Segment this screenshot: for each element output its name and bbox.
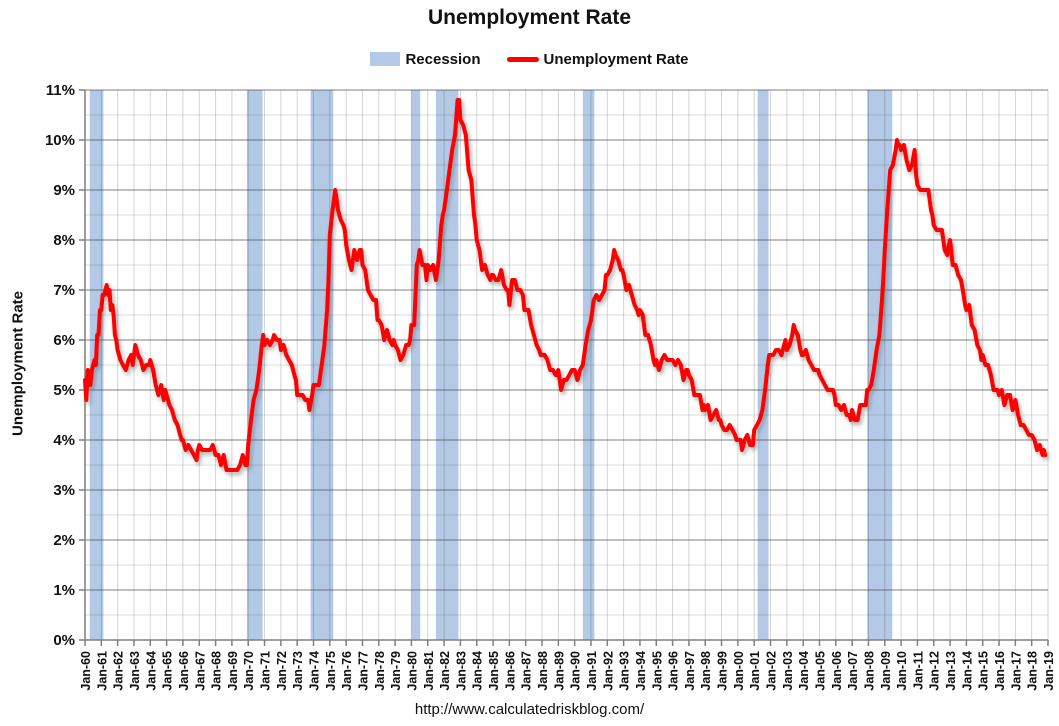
- y-tick-label: 9%: [53, 182, 75, 199]
- x-tick-label: Jan-17: [1009, 651, 1023, 691]
- x-tick-label: Jan-02: [765, 651, 779, 691]
- x-tick-label: Jan-04: [797, 651, 811, 691]
- x-tick-label: Jan-03: [781, 651, 795, 691]
- recession-band: [246, 90, 263, 640]
- source-url: http://www.calculatedriskblog.com/: [414, 701, 645, 718]
- x-tick-label: Jan-11: [911, 651, 925, 690]
- recession-band: [411, 90, 421, 640]
- x-tick-label: Jan-73: [291, 651, 305, 691]
- x-tick-label: Jan-83: [454, 651, 468, 691]
- x-tick-label: Jan-62: [112, 651, 126, 691]
- x-tick-label: Jan-85: [487, 651, 501, 691]
- x-tick-label: Jan-77: [356, 651, 370, 691]
- x-tick-label: Jan-67: [193, 651, 207, 691]
- x-tick-label: Jan-61: [95, 651, 109, 691]
- unemployment-rate-line: [83, 98, 1048, 472]
- y-tick-label: 3%: [53, 482, 75, 499]
- x-tick-label: Jan-08: [862, 651, 876, 691]
- x-tick-label: Jan-79: [389, 651, 403, 691]
- y-tick-label: 5%: [53, 382, 75, 399]
- x-tick-label: Jan-07: [846, 651, 860, 691]
- y-tick-label: 8%: [53, 232, 75, 249]
- x-tick-label: Jan-74: [308, 651, 322, 691]
- x-tick-label: Jan-01: [748, 651, 762, 691]
- x-tick-label: Jan-06: [830, 651, 844, 691]
- legend-item-recession: Recession: [370, 50, 481, 68]
- recession-swatch: [370, 52, 401, 66]
- x-tick-label: Jan-15: [977, 651, 991, 691]
- x-tick-label: Jan-80: [405, 651, 419, 691]
- x-tick-label: Jan-00: [732, 651, 746, 691]
- x-tick-label: Jan-93: [618, 651, 632, 691]
- x-tick-label: Jan-70: [242, 651, 256, 691]
- x-tick-label: Jan-94: [634, 651, 648, 691]
- y-tick-label: 11%: [46, 82, 75, 99]
- recession-legend-label: Recession: [405, 50, 481, 68]
- recession-band: [582, 90, 595, 640]
- x-tick-label: Jan-13: [944, 651, 958, 691]
- x-tick-label: Jan-76: [340, 651, 354, 691]
- x-tick-label: Jan-81: [422, 651, 436, 691]
- x-tick-label: Jan-63: [128, 651, 142, 691]
- x-tick-label: Jan-78: [373, 651, 387, 691]
- x-tick-label: Jan-99: [716, 651, 730, 691]
- x-tick-label: Jan-97: [683, 651, 697, 691]
- x-tick-label: Jan-65: [161, 651, 175, 691]
- x-tick-label: Jan-09: [879, 651, 893, 691]
- x-tick-label: Jan-16: [993, 651, 1007, 691]
- y-tick-label: 0%: [53, 632, 75, 649]
- chart-title: Unemployment Rate: [427, 6, 632, 29]
- legend: Recession Unemployment Rate: [0, 48, 1059, 70]
- x-tick-label: Jan-69: [226, 651, 240, 691]
- x-tick-label: Jan-98: [699, 651, 713, 691]
- y-tick-label: 10%: [45, 132, 75, 149]
- x-tick-label: Jan-72: [275, 651, 289, 691]
- x-tick-label: Jan-88: [536, 651, 550, 691]
- legend-item-unemployment: Unemployment Rate: [506, 50, 689, 68]
- x-tick-label: Jan-12: [928, 651, 942, 691]
- x-tick-label: Jan-19: [1042, 651, 1056, 691]
- x-tick-label: Jan-71: [259, 651, 273, 691]
- x-tick-label: Jan-84: [471, 651, 485, 691]
- x-tick-label: Jan-82: [438, 651, 452, 691]
- y-tick-label: 7%: [53, 282, 75, 299]
- y-tick-label: 6%: [53, 332, 75, 349]
- unemployment-legend-label: Unemployment Rate: [543, 50, 689, 68]
- x-tick-label: Jan-86: [503, 651, 517, 691]
- x-tick-label: Jan-90: [569, 651, 583, 691]
- x-tick-label: Jan-14: [960, 651, 974, 691]
- x-tick-label: Jan-92: [601, 651, 615, 691]
- x-tick-label: Jan-64: [144, 651, 158, 691]
- unemployment-line-swatch: [506, 56, 539, 62]
- x-tick-label: Jan-10: [895, 651, 909, 691]
- x-tick-label: Jan-60: [79, 651, 93, 691]
- x-tick-label: Jan-18: [1026, 651, 1040, 691]
- x-tick-label: Jan-75: [324, 651, 338, 691]
- y-tick-label: 2%: [53, 532, 75, 549]
- x-tick-label: Jan-68: [210, 651, 224, 691]
- x-tick-label: Jan-05: [813, 651, 827, 691]
- y-tick-label: 1%: [53, 582, 75, 599]
- y-tick-label: 4%: [53, 432, 75, 449]
- x-tick-label: Jan-89: [552, 651, 566, 691]
- recession-band: [757, 90, 769, 640]
- x-tick-label: Jan-91: [585, 651, 599, 691]
- x-tick-label: Jan-95: [650, 651, 664, 691]
- x-tick-label: Jan-66: [177, 651, 191, 691]
- x-tick-label: Jan-87: [520, 651, 534, 691]
- x-tick-label: Jan-96: [667, 651, 681, 691]
